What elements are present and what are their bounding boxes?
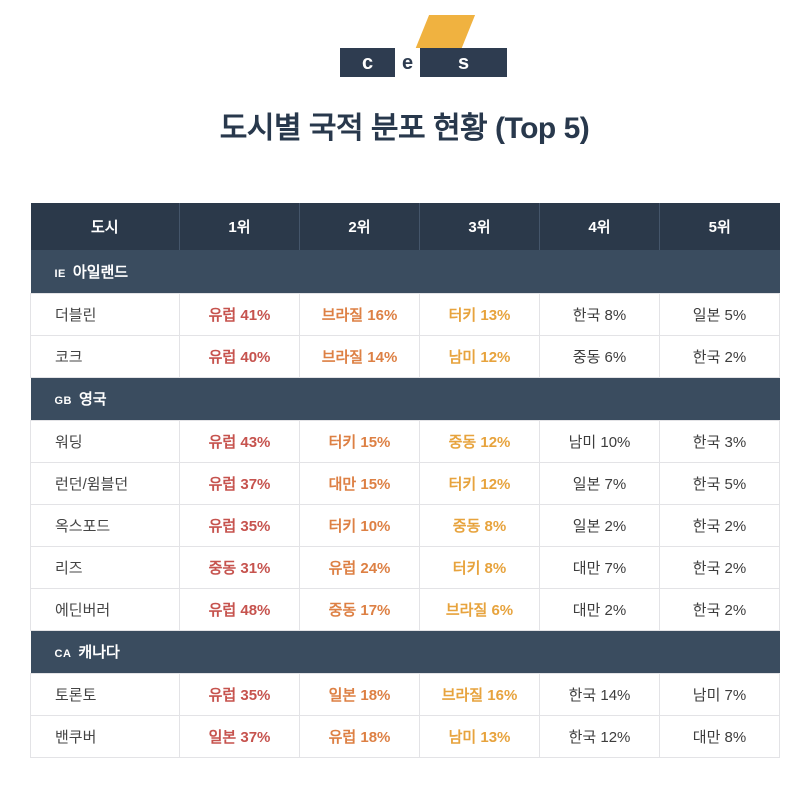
section-row-ca: CA 캐나다 (30, 630, 780, 673)
city-cell: 리즈 (30, 545, 180, 589)
rank-4-value: 대만 2% (539, 587, 660, 631)
country-code: CA (54, 648, 72, 660)
country-name: 아일랜드 (72, 263, 129, 281)
table-row: 코크 유럽 40% 브라질 14% 남미 12% 중동 6% 한국 2% (30, 334, 780, 378)
rank-1-value: 중동 31% (179, 545, 300, 589)
country-name: 영국 (79, 391, 107, 408)
table-body: IE 아일랜드 더블린 유럽 41% 브라질 16% 터키 13% 한국 8% 일본 5% 코크… (30, 250, 780, 758)
rank-1-value: 유럽 43% (179, 419, 300, 463)
rank-3-value: 브라질 16% (419, 672, 540, 716)
rank-5-value: 한국 2% (659, 545, 780, 589)
rank-3-value: 남미 13% (419, 714, 540, 758)
rank-3-value: 남미 12% (419, 334, 540, 378)
rank-2-value: 대만 15% (299, 461, 420, 505)
page-title: 도시별 국적 분포 현황 (Top 5) (219, 112, 590, 145)
rank-1-value: 유럽 35% (179, 503, 300, 547)
column-header-city: 도시 (30, 203, 180, 250)
rank-2-value: 일본 18% (299, 672, 420, 716)
section-label: IE 아일랜드 (30, 250, 780, 293)
rank-2-value: 중동 17% (299, 587, 420, 631)
city-cell: 더블린 (30, 292, 180, 336)
column-header-rank4: 4위 (539, 203, 660, 250)
logo-letter-s: s (420, 48, 507, 77)
section-row-ie: IE 아일랜드 (30, 250, 780, 293)
column-header-rank1: 1위 (179, 203, 300, 250)
rank-4-value: 남미 10% (539, 419, 660, 463)
country-code: GB (54, 395, 72, 407)
rank-2-value: 유럽 18% (299, 714, 420, 758)
rank-3-value: 터키 8% (419, 545, 540, 589)
country-code: IE (54, 267, 66, 280)
rank-3-value: 브라질 6% (419, 587, 540, 631)
section-label: CA 캐나다 (30, 630, 780, 673)
rank-5-value: 한국 3% (659, 419, 780, 463)
rank-3-value: 중동 8% (419, 503, 540, 547)
rank-5-value: 대만 8% (659, 714, 780, 758)
rank-2-value: 유럽 24% (299, 545, 420, 589)
rank-5-value: 일본 5% (659, 292, 780, 336)
nationality-distribution-table-wrap: 도시 1위 2위 3위 4위 5위 IE 아일랜드 더블린 유럽 41% 브라질 16%… (30, 203, 780, 758)
column-header-rank2: 2위 (299, 203, 420, 250)
rank-4-value: 한국 8% (539, 292, 660, 336)
logo-bar: c e s (340, 48, 507, 77)
rank-3-value: 터키 13% (419, 292, 540, 336)
rank-4-value: 대만 7% (539, 545, 660, 589)
table-row: 에딘버러 유럽 48% 중동 17% 브라질 6% 대만 2% 한국 2% (30, 587, 780, 631)
rank-2-value: 터키 10% (299, 503, 420, 547)
rank-5-value: 한국 2% (659, 334, 780, 378)
city-cell: 에딘버러 (30, 587, 180, 631)
rank-4-value: 중동 6% (539, 334, 660, 378)
table-row: 리즈 중동 31% 유럽 24% 터키 8% 대만 7% 한국 2% (30, 545, 780, 589)
rank-2-value: 브라질 14% (299, 334, 420, 378)
rank-1-value: 일본 37% (179, 714, 300, 758)
rank-2-value: 브라질 16% (299, 292, 420, 336)
rank-3-value: 터키 12% (419, 461, 540, 505)
rank-1-value: 유럽 37% (179, 461, 300, 505)
table-header: 도시 1위 2위 3위 4위 5위 (30, 203, 780, 250)
logo-letter-e: e (395, 48, 420, 77)
table-row: 워딩 유럽 43% 터키 15% 중동 12% 남미 10% 한국 3% (30, 419, 780, 463)
table-row: 런던/윔블던 유럽 37% 대만 15% 터키 12% 일본 7% 한국 5% (30, 461, 780, 505)
rank-5-value: 남미 7% (659, 672, 780, 716)
column-header-rank3: 3위 (419, 203, 540, 250)
rank-1-value: 유럽 35% (179, 672, 300, 716)
table-row: 밴쿠버 일본 37% 유럽 18% 남미 13% 한국 12% 대만 8% (30, 714, 780, 758)
city-cell: 밴쿠버 (30, 714, 180, 758)
section-row-gb: GB 영국 (30, 377, 780, 420)
rank-4-value: 한국 14% (539, 672, 660, 716)
rank-5-value: 한국 2% (659, 503, 780, 547)
column-header-rank5: 5위 (659, 203, 780, 250)
city-cell: 워딩 (30, 419, 180, 463)
rank-4-value: 일본 2% (539, 503, 660, 547)
section-label: GB 영국 (30, 377, 780, 420)
city-cell: 코크 (30, 334, 180, 378)
table-row: 더블린 유럽 41% 브라질 16% 터키 13% 한국 8% 일본 5% (30, 292, 780, 336)
logo-letter-c: c (340, 48, 395, 77)
rank-4-value: 일본 7% (539, 461, 660, 505)
city-cell: 토론토 (30, 672, 180, 716)
rank-5-value: 한국 2% (659, 587, 780, 631)
rank-2-value: 터키 15% (299, 419, 420, 463)
table-row: 토론토 유럽 35% 일본 18% 브라질 16% 한국 14% 남미 7% (30, 672, 780, 716)
rank-4-value: 한국 12% (539, 714, 660, 758)
rank-1-value: 유럽 40% (179, 334, 300, 378)
city-cell: 런던/윔블던 (30, 461, 180, 505)
table-row: 옥스포드 유럽 35% 터키 10% 중동 8% 일본 2% 한국 2% (30, 503, 780, 547)
ces-logo: c e s (340, 13, 507, 77)
nationality-distribution-table: 도시 1위 2위 3위 4위 5위 IE 아일랜드 더블린 유럽 41% 브라질 16%… (30, 203, 780, 758)
rank-3-value: 중동 12% (419, 419, 540, 463)
rank-5-value: 한국 5% (659, 461, 780, 505)
city-cell: 옥스포드 (30, 503, 180, 547)
rank-1-value: 유럽 41% (179, 292, 300, 336)
header-row: 도시 1위 2위 3위 4위 5위 (30, 203, 780, 250)
logo-parallelogram-icon (414, 15, 476, 50)
rank-1-value: 유럽 48% (179, 587, 300, 631)
country-name: 캐나다 (78, 644, 120, 661)
